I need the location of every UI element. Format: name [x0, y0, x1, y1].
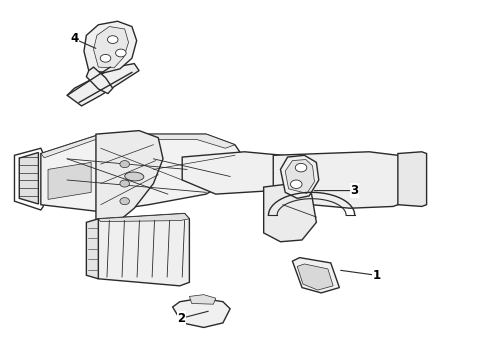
Polygon shape	[397, 152, 426, 207]
Text: 2: 2	[177, 312, 185, 325]
Polygon shape	[182, 152, 302, 194]
Polygon shape	[67, 64, 139, 106]
Polygon shape	[41, 134, 234, 158]
Polygon shape	[96, 131, 163, 224]
Polygon shape	[48, 162, 91, 199]
Circle shape	[107, 36, 118, 44]
Polygon shape	[19, 153, 39, 204]
Polygon shape	[86, 219, 98, 279]
Polygon shape	[98, 213, 189, 286]
Polygon shape	[273, 152, 407, 208]
Circle shape	[290, 180, 302, 189]
Polygon shape	[297, 264, 332, 290]
Circle shape	[120, 161, 129, 168]
Polygon shape	[280, 155, 318, 198]
Polygon shape	[285, 159, 314, 193]
Polygon shape	[93, 27, 128, 68]
Polygon shape	[15, 148, 43, 210]
Text: 4: 4	[70, 32, 79, 45]
Polygon shape	[189, 294, 215, 304]
Text: 3: 3	[350, 184, 358, 197]
Polygon shape	[41, 134, 244, 212]
Text: 1: 1	[371, 269, 380, 282]
Circle shape	[115, 49, 126, 57]
Polygon shape	[172, 298, 230, 328]
Polygon shape	[263, 184, 316, 242]
Polygon shape	[98, 213, 189, 222]
Circle shape	[120, 180, 129, 187]
Polygon shape	[292, 258, 339, 293]
Circle shape	[100, 54, 111, 62]
Polygon shape	[84, 21, 137, 72]
Circle shape	[295, 163, 306, 172]
Ellipse shape	[124, 172, 143, 181]
Polygon shape	[86, 67, 112, 94]
Circle shape	[120, 198, 129, 205]
